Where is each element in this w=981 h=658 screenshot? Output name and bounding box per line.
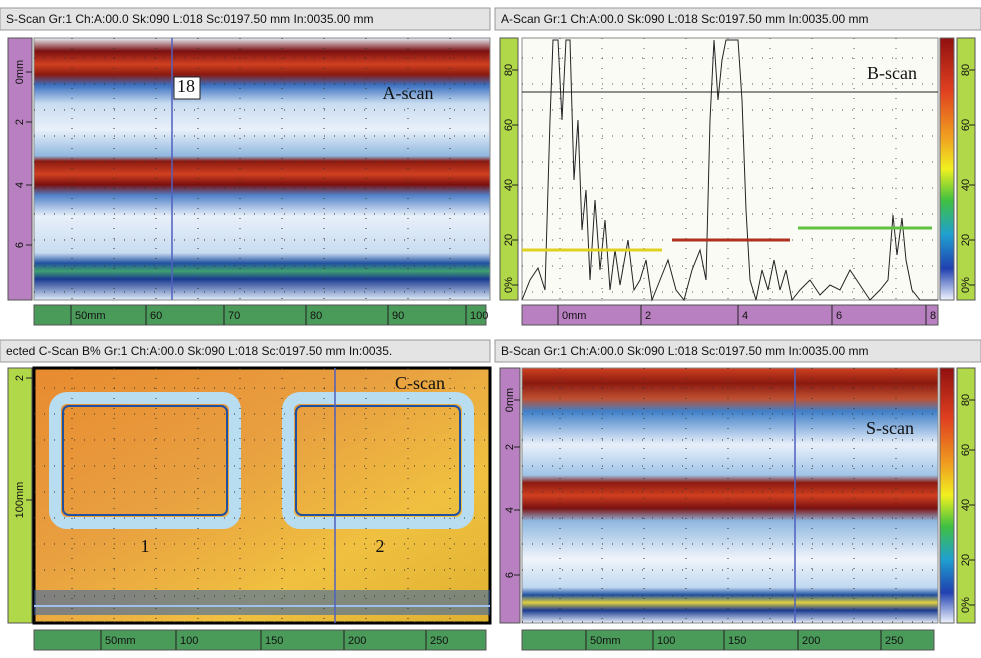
bottom-ruler-label: 150 [265,635,283,647]
left-ruler-label: 40 [503,179,515,191]
left-ruler-label: 2 [14,119,26,125]
panel-header: A-Scan Gr:1 Ch:A:00.0 Sk:090 L:018 Sc:01… [501,12,869,26]
right-ruler-label: 60 [960,119,972,131]
bottom-ruler-label: 50mm [590,635,621,647]
bottom-ruler-label: 50mm [105,635,136,647]
left-ruler-label: 4 [14,182,26,188]
overlay-label: 2 [376,536,385,556]
bottom-ruler-label: 250 [430,635,448,647]
bottom-ruler-label: 80 [310,310,322,322]
bottom-ruler-label: 200 [802,635,820,647]
left-ruler-label: 2 [504,444,516,450]
bottom-ruler [34,630,486,650]
left-ruler-label: 80 [503,64,515,76]
right-ruler-label: 60 [960,444,972,456]
left-ruler-label: 0mm [504,388,516,412]
left-ruler-label: 60 [503,119,515,131]
right-ruler-label: 80 [960,64,972,76]
bottom-ruler-label: 90 [392,310,404,322]
bottom-ruler-label: 2 [645,310,651,322]
panel-header: ected C-Scan B% Gr:1 Ch:A:00.0 Sk:090 L:… [6,344,392,358]
bottom-ruler-label: 0mm [562,310,586,322]
left-ruler-label: 4 [504,507,516,513]
right-ruler-label: 20 [960,554,972,566]
bottom-ruler-label: 100 [657,635,675,647]
right-ruler-label: 0% [960,597,972,613]
left-ruler-label: 2 [14,375,26,381]
bottom-ruler-label: 6 [836,310,842,322]
overlay-label: C-scan [395,373,445,393]
bottom-ruler-label: 150 [728,635,746,647]
bottom-ruler-label: 50mm [75,310,106,322]
color-bar [940,38,954,300]
bottom-ruler-label: 200 [348,635,366,647]
right-ruler-label: 40 [960,499,972,511]
overlay-label: B-scan [867,63,917,83]
bottom-ruler-label: 70 [228,310,240,322]
right-ruler-label: 20 [960,234,972,246]
ultrasonic-display: S-Scan Gr:1 Ch:A:00.0 Sk:090 L:018 Sc:01… [0,0,981,658]
bottom-ruler-label: 250 [885,635,903,647]
right-ruler [957,38,975,300]
overlay-label: 18 [177,76,195,96]
scan-image [522,368,938,623]
left-ruler-label: 0% [503,277,515,293]
bottom-ruler-label: 100 [470,310,488,322]
left-ruler-label: 6 [504,572,516,578]
panel-header: S-Scan Gr:1 Ch:A:00.0 Sk:090 L:018 Sc:01… [6,12,374,26]
bottom-ruler-label: 4 [742,310,748,322]
bottom-ruler-label: 100 [180,635,198,647]
right-ruler-label: 0% [960,277,972,293]
left-ruler-label: 20 [503,234,515,246]
left-ruler-label: 6 [14,242,26,248]
right-ruler-label: 40 [960,179,972,191]
bottom-ruler-label: 8 [930,310,936,322]
right-ruler-label: 80 [960,394,972,406]
overlay-label: 1 [141,536,150,556]
bottom-ruler-label: 60 [150,310,162,322]
left-ruler-label: 100mm [14,482,26,519]
overlay-label: S-scan [866,418,914,438]
overlay-label: A-scan [383,83,434,103]
scan-image [34,38,490,300]
panel-header: B-Scan Gr:1 Ch:A:00.0 Sk:090 L:018 Sc:01… [501,344,869,358]
left-ruler [500,38,518,300]
color-bar [940,368,954,623]
left-ruler-label: 0mm [14,60,26,84]
backwall-band [34,590,490,615]
